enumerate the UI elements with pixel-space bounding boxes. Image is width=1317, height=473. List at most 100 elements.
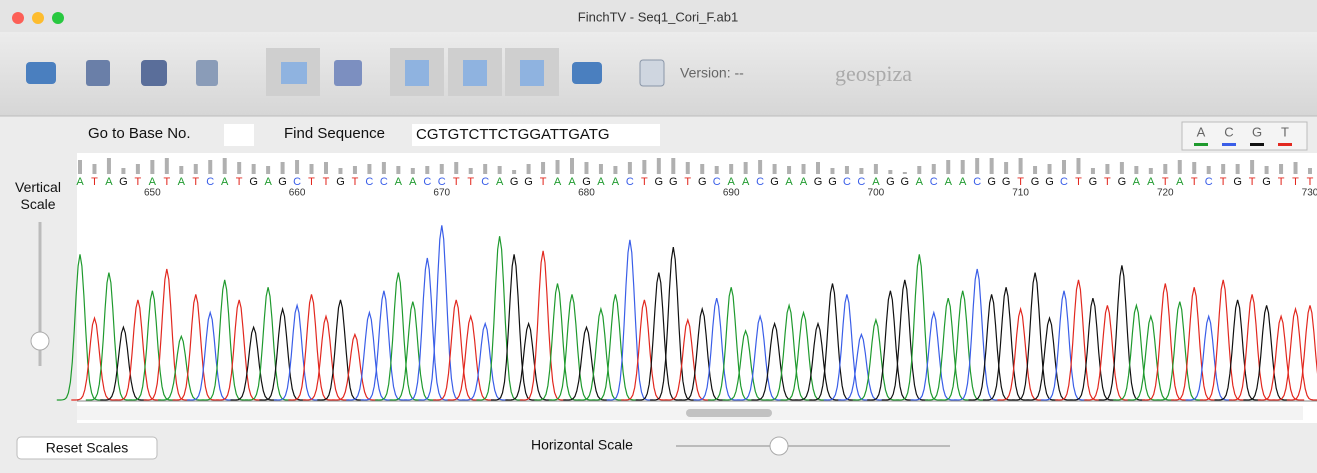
legend-letter: A [1197,124,1206,139]
base-call: A [105,176,113,188]
window-title: FinchTV - Seq1_Cori_F.ab1 [578,9,738,24]
base-call: A [554,176,562,188]
close-button[interactable] [12,12,24,24]
base-call: G [1031,176,1040,188]
quality-bar [483,164,487,174]
base-call: T [236,176,243,188]
base-call: G [655,176,664,188]
position-label: 650 [144,188,161,199]
multi-trace-icon[interactable] [334,60,362,86]
base-call: C [973,176,981,188]
quality-bar [715,166,719,174]
reset-label[interactable]: Reset Scales [46,440,128,456]
base-call: A [800,176,808,188]
quality-bar [613,166,617,174]
quality-bar [469,168,473,174]
quality-bar [773,164,777,174]
quality-bar [367,164,371,174]
legend-swatch [1194,143,1208,146]
scrollbar-thumb[interactable] [686,409,772,417]
minimize-button[interactable] [32,12,44,24]
quality-bar [527,164,531,174]
quality-bar [671,158,675,174]
info-icon[interactable] [196,60,218,86]
quality-bar [1048,164,1052,174]
quality-bar [744,162,748,174]
base-call: C [1205,176,1213,188]
base-call: A [959,176,967,188]
quality-bar [1091,168,1095,174]
base-call: C [293,176,301,188]
quality-bar [1149,168,1153,174]
web-icon[interactable] [640,60,664,86]
zoom-button[interactable] [52,12,64,24]
base-call: A [785,176,793,188]
base-call: G [1118,176,1127,188]
base-call: A [395,176,403,188]
vertical-scale-label: VerticalScale [15,179,61,212]
base-call: T [1075,176,1082,188]
vertical-slider-thumb[interactable] [31,332,49,350]
base-call: A [178,176,186,188]
quality-bar [92,164,96,174]
blast-icon[interactable] [572,62,602,84]
base-call: G [582,176,591,188]
base-call: C [380,176,388,188]
quality-bar [136,164,140,174]
base-call: T [1278,176,1285,188]
base-call: T [1220,176,1227,188]
quality-bar [1308,168,1312,174]
quality-bar [961,160,965,174]
base-call: G [249,176,258,188]
base-call: A [597,176,605,188]
base-call: T [1191,176,1198,188]
quality-bar [498,166,502,174]
quality-bar [758,160,762,174]
base-call: T [453,176,460,188]
base-call: T [540,176,547,188]
quality-bar [657,158,661,174]
vertical-scale-text: Vertical [15,179,61,195]
base-call: C [438,176,446,188]
quality-bar [1062,160,1066,174]
base-call: C [423,176,431,188]
quality-bar [874,164,878,174]
open-icon[interactable] [26,62,56,84]
base-call: A [916,176,924,188]
quality-bar [1294,162,1298,174]
base-call: T [91,176,98,188]
quality-bar [1250,160,1254,174]
find-label: Find Sequence [284,125,385,142]
legend-letter: G [1252,124,1262,139]
quality-bar [353,166,357,174]
legend-letter: T [1281,124,1289,139]
position-label: 730 [1302,188,1317,199]
print-icon[interactable] [141,60,167,86]
base-call: C [626,176,634,188]
goto-input[interactable] [224,124,254,146]
find-value[interactable]: CGTGTCTTCTGGATTGATG [416,126,610,143]
base-call: G [814,176,823,188]
base-call: T [192,176,199,188]
save-icon[interactable] [86,60,110,86]
position-label: 700 [868,188,885,199]
quality-bar [150,160,154,174]
quality-bar [584,162,588,174]
hscale-thumb[interactable] [770,437,788,455]
quality-bar [208,160,212,174]
base-call: C [206,176,214,188]
quality-bar [816,162,820,174]
base-call: A [872,176,880,188]
base-call: T [1104,176,1111,188]
position-label: 660 [289,188,306,199]
base-call: C [756,176,764,188]
quality-bar [1004,162,1008,174]
hscale-label: Horizontal Scale [531,437,633,453]
base-call: A [496,176,504,188]
quality-bar [946,160,950,174]
base-call: C [481,176,489,188]
base-call: G [901,176,910,188]
base-call: G [1233,176,1242,188]
base-call: A [1176,176,1184,188]
quality-bar [1134,166,1138,174]
